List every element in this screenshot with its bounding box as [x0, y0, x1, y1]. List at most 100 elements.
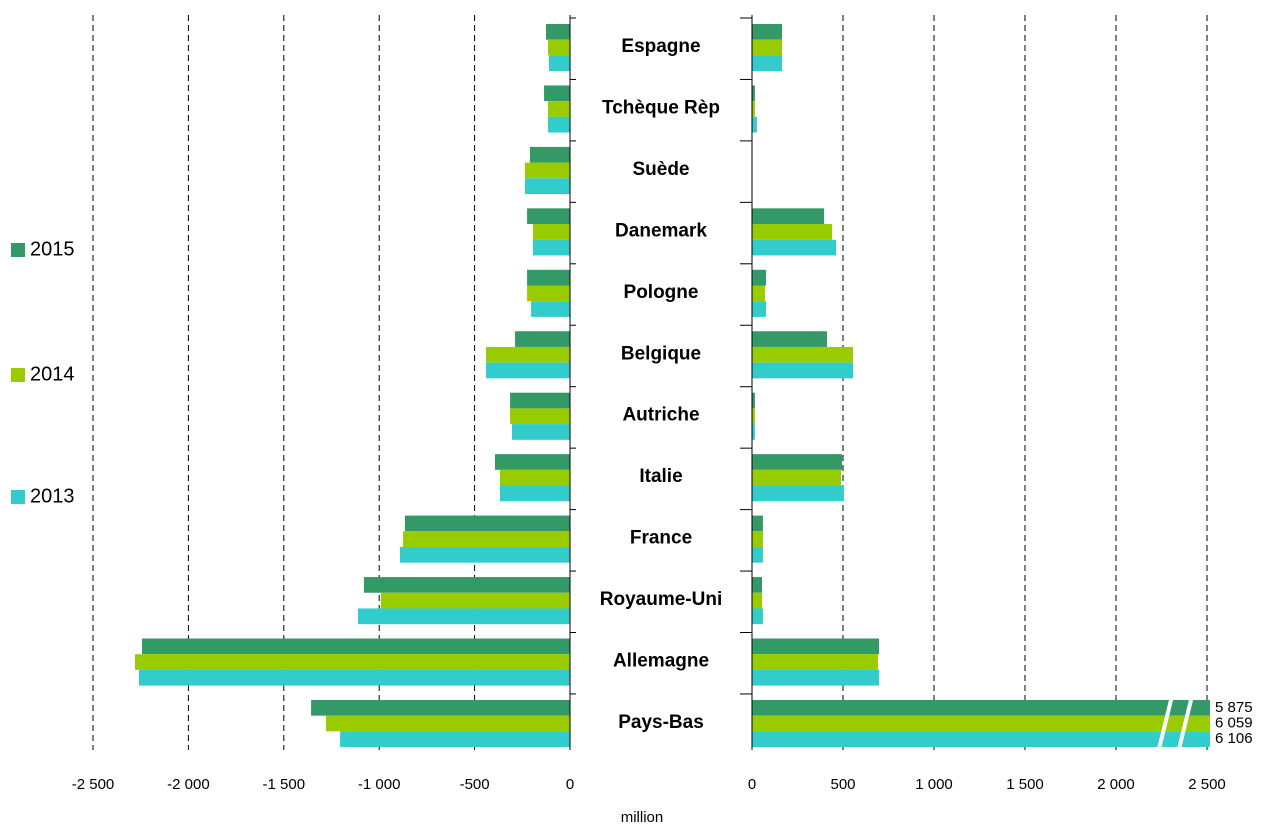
- bar: [340, 731, 570, 748]
- category-label: Pologne: [624, 282, 699, 303]
- x-tick-label: 2 500: [1188, 776, 1226, 793]
- bar: [363, 577, 570, 593]
- bar: [325, 715, 570, 732]
- x-axis-label: million: [621, 809, 664, 826]
- category-label: France: [630, 528, 692, 549]
- x-tick-label: -2 000: [167, 776, 210, 793]
- bar: [524, 162, 570, 179]
- x-tick-label: -500: [460, 776, 490, 793]
- x-tick-label: 0: [566, 776, 574, 793]
- bar: [403, 531, 570, 547]
- bar: [752, 85, 755, 102]
- bar: [752, 424, 755, 440]
- bar: [752, 715, 1210, 732]
- bar: [358, 608, 570, 625]
- bar: [752, 392, 755, 409]
- bar: [752, 547, 763, 563]
- break-mark: [1156, 695, 1174, 754]
- value-label: 6 059: [1215, 714, 1253, 731]
- bar: [752, 362, 854, 379]
- bar: [531, 301, 570, 317]
- bar: [527, 269, 570, 286]
- bar: [499, 469, 570, 486]
- legend-label: 2013: [30, 485, 75, 507]
- bar: [752, 515, 763, 532]
- category-label: Suède: [632, 159, 689, 180]
- category-label: Tchèque Rèp: [602, 97, 720, 118]
- bar: [752, 454, 843, 470]
- category-label: Autriche: [622, 405, 699, 426]
- bar: [548, 116, 570, 133]
- bar: [752, 638, 880, 655]
- bar: [752, 608, 763, 625]
- x-tick-label: -1 500: [263, 776, 306, 793]
- category-label: Belgique: [621, 343, 701, 364]
- bar: [752, 669, 880, 686]
- legend-swatch: [11, 243, 25, 257]
- bar: [515, 331, 570, 347]
- bar: [532, 224, 570, 240]
- bar: [311, 699, 570, 716]
- bar: [524, 178, 570, 194]
- bar: [752, 24, 783, 40]
- category-label: Italie: [639, 466, 682, 487]
- x-tick-label: 1 000: [915, 776, 953, 793]
- bar: [752, 55, 783, 72]
- value-label: 6 106: [1215, 730, 1253, 747]
- bar: [138, 669, 571, 686]
- legend-swatch: [11, 368, 25, 382]
- bar: [752, 301, 767, 317]
- bar: [752, 285, 765, 302]
- x-tick-label: 2 000: [1097, 776, 1135, 793]
- bar: [142, 638, 571, 655]
- bar: [752, 592, 763, 609]
- legend-label: 2014: [30, 363, 75, 385]
- bar: [511, 424, 570, 440]
- bar: [752, 731, 1210, 748]
- bar: [510, 392, 570, 409]
- bar: [380, 592, 570, 609]
- bar: [499, 485, 570, 502]
- bar: [486, 346, 570, 363]
- bar: [510, 408, 570, 425]
- bar: [404, 515, 570, 532]
- bar: [134, 654, 570, 670]
- x-tick-label: -1 000: [358, 776, 401, 793]
- bar: [752, 224, 833, 240]
- bar: [752, 116, 757, 133]
- x-tick-label: 1 500: [1006, 776, 1044, 793]
- bar: [495, 454, 570, 470]
- category-label: Royaume-Uni: [600, 589, 722, 610]
- category-label: Allemagne: [613, 651, 709, 672]
- bar: [527, 285, 570, 302]
- bar: [544, 85, 570, 102]
- break-mark: [1176, 695, 1194, 754]
- category-label: Espagne: [621, 36, 700, 57]
- bar: [548, 39, 570, 56]
- legend-swatch: [11, 490, 25, 504]
- category-label: Danemark: [615, 220, 707, 241]
- bar: [529, 146, 570, 163]
- bar: [548, 101, 570, 117]
- x-tick-label: 0: [748, 776, 756, 793]
- bar: [752, 577, 763, 593]
- bar: [486, 362, 570, 379]
- bar: [752, 485, 844, 502]
- bar: [399, 547, 570, 563]
- bar: [549, 55, 570, 72]
- bar: [752, 469, 841, 486]
- bar: [752, 208, 825, 225]
- value-label: 5 875: [1215, 699, 1253, 716]
- x-tick-label: -2 500: [72, 776, 115, 793]
- bar: [545, 24, 570, 40]
- bar: [752, 269, 767, 286]
- x-tick-label: 500: [830, 776, 855, 793]
- bar: [752, 101, 755, 117]
- bar: [752, 531, 763, 547]
- bar: [752, 346, 854, 363]
- bar: [527, 208, 570, 225]
- legend-label: 2015: [30, 238, 75, 260]
- bar: [752, 239, 837, 256]
